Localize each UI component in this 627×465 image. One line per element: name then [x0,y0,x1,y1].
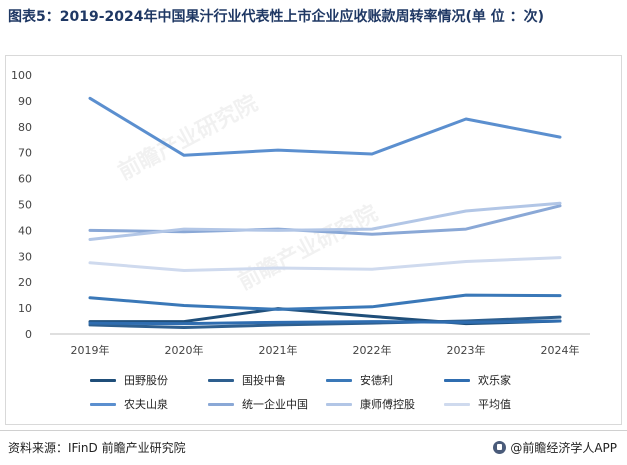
footer: 资料来源：IFinD 前瞻产业研究院 @前瞻经济学人APP [0,430,627,465]
legend-swatch [90,402,116,406]
legend-item: 田野股份 [90,372,168,388]
legend-item: 统一企业中国 [208,396,308,412]
legend-item: 康师傅控股 [326,396,415,412]
series-line [88,256,562,273]
legend-item: 农夫山泉 [90,396,168,412]
legend-swatch [444,378,470,382]
series-line [88,319,562,326]
y-tick-label: 90 [18,95,32,108]
x-tick-label: 2023年 [447,343,486,357]
legend-label: 康师傅控股 [360,398,415,411]
legend-swatch [444,402,470,406]
x-tick-label: 2021年 [259,343,298,357]
y-tick-label: 50 [18,199,32,212]
x-tick-label: 2019年 [71,343,110,357]
series-line [88,293,562,311]
x-tick-label: 2024年 [541,343,580,357]
y-tick-label: 60 [18,173,32,186]
legend-item: 安德利 [326,372,393,388]
legend-item: 国投中鲁 [208,372,286,388]
brand-logo-icon [493,441,507,454]
brand-credit: @前瞻经济学人APP [493,439,617,456]
x-tick-label: 2020年 [165,343,204,357]
y-tick-label: 40 [18,224,32,237]
legend-swatch [90,378,116,382]
line-chart: 0 10 20 30 40 50 60 70 80 90 100 2019年 2020年 2021年 202… [11,69,590,357]
legend-swatch [208,378,234,382]
y-tick-label: 30 [18,250,32,263]
chart-title: 图表5：2019-2024年中国果汁行业代表性上市企业应收账款周转率情况(单 位… [8,9,545,25]
legend-swatch [326,402,352,406]
y-tick-label: 80 [18,121,32,134]
legend-label: 田野股份 [124,374,168,387]
legend-label: 欢乐家 [478,374,511,387]
legend-label: 国投中鲁 [242,374,286,387]
legend-label: 统一企业中国 [242,398,308,411]
x-tick-label: 2022年 [353,343,392,357]
y-tick-label: 0 [25,328,32,341]
series-line [88,201,562,241]
brand-label: @前瞻经济学人APP [510,441,617,455]
series-line [88,315,562,330]
legend-swatch [326,378,352,382]
y-tick-label: 20 [18,276,32,289]
legend-label: 平均值 [478,398,511,411]
y-tick-label: 10 [18,302,32,315]
y-tick-label: 100 [11,69,32,82]
legend-label: 安德利 [360,374,393,387]
chart-frame [5,55,622,425]
source-note: 资料来源：IFinD 前瞻产业研究院 [8,441,186,455]
y-tick-label: 70 [18,147,32,160]
legend-item: 欢乐家 [444,372,511,388]
legend-swatch [208,402,234,406]
legend-item: 平均值 [444,396,511,412]
legend-label: 农夫山泉 [124,398,168,411]
series-line [88,96,562,157]
